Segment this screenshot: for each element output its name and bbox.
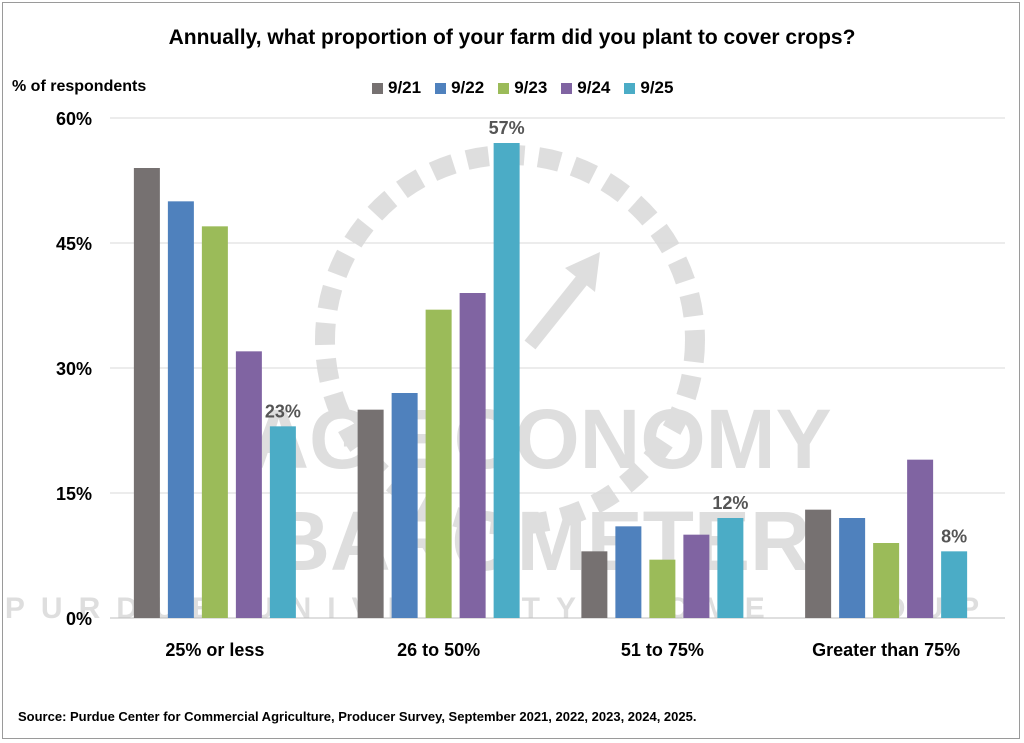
legend-label: 9/25: [640, 78, 674, 97]
legend-swatch: [498, 82, 510, 94]
legend-swatch: [561, 82, 573, 94]
legend-item: 9/24: [561, 78, 610, 98]
legend-label: 9/23: [514, 78, 548, 97]
watermark-gauge-arrowhead: [565, 252, 600, 292]
bar-9-24-3: [907, 459, 934, 618]
x-category-label: 51 to 75%: [621, 640, 704, 660]
bar-9-22-3: [839, 518, 866, 618]
legend-label: 9/24: [577, 78, 611, 97]
legend: 9/21 9/22 9/23 9/24 9/25: [372, 78, 673, 98]
bar-9-22-1: [391, 393, 418, 618]
bar-9-23-3: [873, 543, 900, 618]
legend-swatch: [435, 82, 447, 94]
bar-9-23-2: [649, 559, 676, 618]
y-tick-label: 15%: [56, 484, 92, 504]
legend-item: 9/25: [624, 78, 673, 98]
bar-9-22-2: [615, 526, 642, 618]
bar-9-25-1: [493, 143, 520, 618]
legend-swatch: [372, 82, 383, 94]
x-category-label: 26 to 50%: [397, 640, 480, 660]
bar-9-25-3: [941, 551, 968, 618]
y-tick-label: 60%: [56, 109, 92, 129]
bar-9-21-3: [805, 509, 832, 618]
x-category-label: 25% or less: [165, 640, 264, 660]
bar-9-21-2: [581, 551, 608, 618]
bar-9-21-1: [357, 409, 384, 618]
bar-9-25-0: [269, 426, 296, 618]
y-tick-label: 45%: [56, 234, 92, 254]
bar-9-21-0: [133, 168, 160, 618]
data-label: 12%: [712, 493, 748, 513]
legend-item: 9/23: [498, 78, 547, 98]
legend-swatch: [624, 82, 636, 94]
data-label: 23%: [265, 401, 301, 421]
bar-9-25-2: [717, 518, 744, 618]
bar-9-23-1: [425, 309, 452, 618]
chart-title: Annually, what proportion of your farm d…: [168, 26, 856, 49]
bar-9-24-1: [459, 293, 486, 618]
y-tick-label: 30%: [56, 359, 92, 379]
data-label: 8%: [941, 526, 967, 546]
y-tick-label: 0%: [66, 609, 92, 629]
legend-label: 9/21: [388, 78, 422, 97]
bar-9-23-0: [201, 226, 228, 619]
data-label: 57%: [489, 118, 525, 138]
bar-9-22-0: [167, 201, 194, 619]
legend-label: 9/22: [451, 78, 485, 97]
legend-item: 9/21: [372, 78, 421, 98]
x-category-label: Greater than 75%: [812, 640, 960, 660]
source-note: Source: Purdue Center for Commercial Agr…: [18, 709, 697, 724]
y-axis-label: % of respondents: [12, 78, 147, 95]
watermark-gauge-needle: [524, 265, 596, 350]
watermark-line-1: AG ECONOMY: [248, 392, 831, 486]
bar-9-24-0: [235, 351, 262, 618]
legend-item: 9/22: [435, 78, 484, 98]
bar-9-24-2: [683, 534, 710, 618]
